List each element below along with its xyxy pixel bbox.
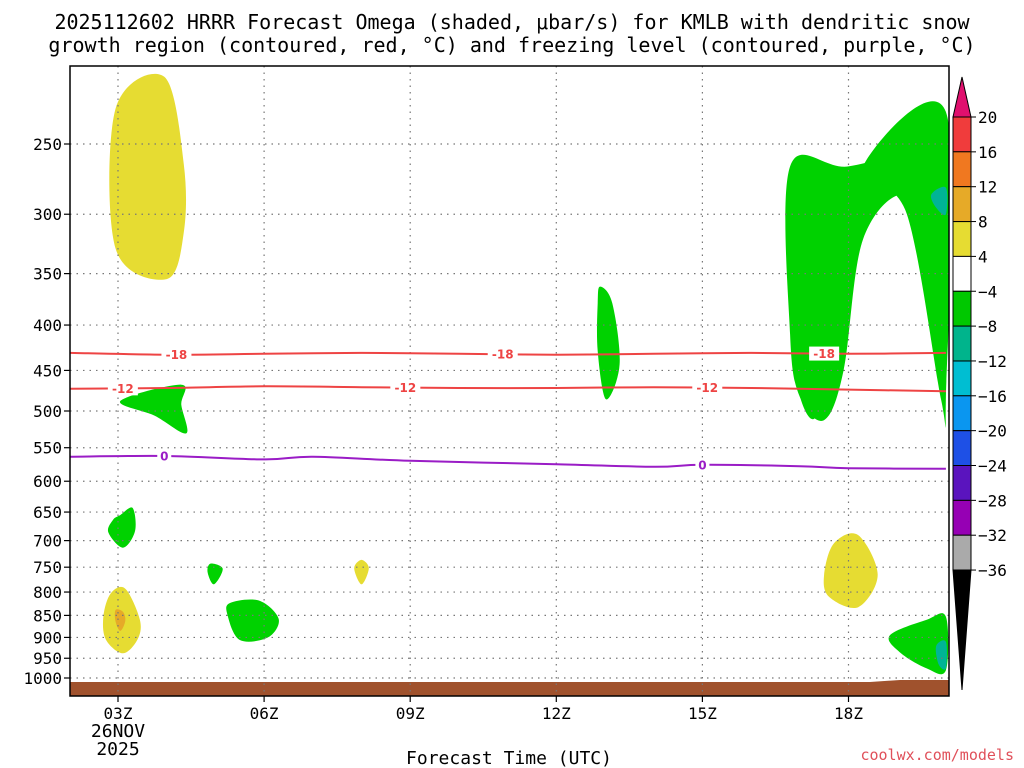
colorbar-swatch — [952, 221, 972, 257]
colorbar-label: −16 — [978, 387, 1007, 406]
omega-region-green — [107, 507, 136, 548]
contour-label: -18 — [166, 348, 188, 362]
grid-lines — [70, 66, 949, 696]
contour-label-background — [107, 381, 138, 396]
colorbar-swatch — [952, 465, 972, 501]
colorbar-label: 12 — [978, 178, 997, 197]
contour-label: -12 — [394, 381, 416, 395]
colorbar-label: 20 — [978, 108, 997, 127]
y-axis-ticks: 250 300 350 400 450 500 550 600 650 700 750 800 850 9… — [23, 135, 70, 688]
contour-label: 0 — [160, 450, 168, 464]
contour-label: -18 — [492, 348, 514, 362]
x-tick-label: 03Z — [104, 704, 133, 723]
contour-label-background — [692, 380, 723, 395]
omega-shaded-regions — [102, 73, 949, 675]
contour-label-background — [161, 347, 192, 362]
colorbar-swatch — [952, 499, 972, 536]
omega-region-yellow — [354, 559, 369, 585]
colorbar-label: 8 — [978, 213, 988, 232]
contour-label: 0 — [698, 458, 706, 472]
colorbar-label: −28 — [978, 491, 1007, 510]
chart-title-line-1: 2025112602 HRRR Forecast Omega (shaded, … — [54, 10, 970, 34]
contour-label: -12 — [112, 382, 134, 396]
y-tick-label: 500 — [33, 402, 62, 421]
y-tick-label: 350 — [33, 265, 62, 284]
contour-labels: -18 -18 -18 -12 -12 -12 0 0 — [107, 346, 840, 472]
omega-region-yellow — [109, 73, 187, 280]
y-tick-label: 800 — [33, 583, 62, 602]
x-axis-year-label: 2025 — [96, 739, 139, 760]
colorbar-swatch — [952, 395, 972, 432]
contour-label-background — [390, 380, 421, 395]
y-tick-label: 550 — [33, 439, 62, 458]
colorbar-swatch — [952, 255, 972, 292]
y-tick-label: 600 — [33, 472, 62, 491]
plot-frame — [69, 65, 950, 697]
colorbar-swatch — [952, 186, 972, 223]
contour-label-background — [809, 346, 840, 361]
colorbar-label: 4 — [978, 247, 988, 266]
colorbar-swatch — [952, 151, 972, 188]
omega-region-green — [226, 599, 279, 642]
x-tick-label: 18Z — [834, 704, 863, 723]
y-tick-label: 450 — [33, 361, 62, 380]
omega-region-green — [207, 563, 223, 585]
omega-region-green — [862, 101, 949, 428]
x-axis-title: Forecast Time (UTC) — [406, 748, 612, 768]
colorbar-swatch — [952, 116, 972, 153]
x-axis-date-label: 26NOV — [91, 721, 145, 742]
chart-title-line-2: growth region (contoured, red, °C) and f… — [48, 33, 975, 57]
y-tick-label: 650 — [33, 503, 62, 522]
freezing-level-contour-0 — [70, 454, 946, 470]
y-tick-label: 1000 — [23, 669, 62, 688]
contour-label-background — [157, 449, 172, 464]
colorbar-label: −8 — [978, 317, 997, 336]
omega-region-teal — [930, 186, 948, 216]
y-tick-label: 900 — [33, 628, 62, 647]
colorbar-swatch — [952, 534, 972, 571]
dgz-contour-minus12 — [70, 385, 946, 393]
x-tick-label: 09Z — [396, 704, 425, 723]
omega-region-green — [888, 613, 949, 675]
colorbar-swatch — [952, 325, 972, 362]
y-tick-label: 300 — [33, 205, 62, 224]
y-tick-label: 750 — [33, 558, 62, 577]
x-tick-label: 06Z — [250, 704, 279, 723]
omega-region-yellow — [823, 533, 878, 609]
y-tick-label: 950 — [33, 649, 62, 668]
colorbar-swatch — [952, 360, 972, 397]
colorbar: 20 16 12 8 4 −4 −8 −12 −16 −20 −24 −28 −32 −36 — [952, 76, 1007, 691]
terrain-fill — [70, 680, 949, 696]
contour-label-background — [487, 347, 518, 362]
y-tick-label: 400 — [33, 316, 62, 335]
contour-label: -18 — [813, 347, 835, 361]
colorbar-top-triangle — [952, 76, 972, 118]
colorbar-label: −20 — [978, 422, 1007, 441]
y-tick-label: 700 — [33, 532, 62, 551]
omega-region-green — [797, 342, 830, 420]
colorbar-label: −12 — [978, 352, 1007, 371]
colorbar-label: −24 — [978, 457, 1007, 476]
colorbar-swatch — [952, 290, 972, 327]
omega-region-green — [119, 384, 188, 434]
colorbar-swatch — [952, 430, 972, 467]
omega-region-teal — [935, 640, 947, 670]
credit-text: coolwx.com/models — [860, 746, 1014, 764]
y-tick-label: 250 — [33, 135, 62, 154]
terrain-band — [70, 680, 949, 696]
colorbar-bottom-triangle — [952, 569, 972, 691]
omega-region-green — [596, 286, 620, 400]
colorbar-label: 16 — [978, 143, 997, 162]
x-tick-label: 15Z — [688, 704, 717, 723]
contour-label-background — [695, 457, 710, 472]
colorbar-label: −36 — [978, 561, 1007, 580]
x-tick-label: 12Z — [542, 704, 571, 723]
x-axis-ticks: 03Z 06Z 09Z 12Z 15Z 18Z — [104, 696, 863, 723]
colorbar-label: −32 — [978, 526, 1007, 545]
contour-label: -12 — [696, 381, 718, 395]
y-tick-label: 850 — [33, 606, 62, 625]
colorbar-label: −4 — [978, 282, 997, 301]
